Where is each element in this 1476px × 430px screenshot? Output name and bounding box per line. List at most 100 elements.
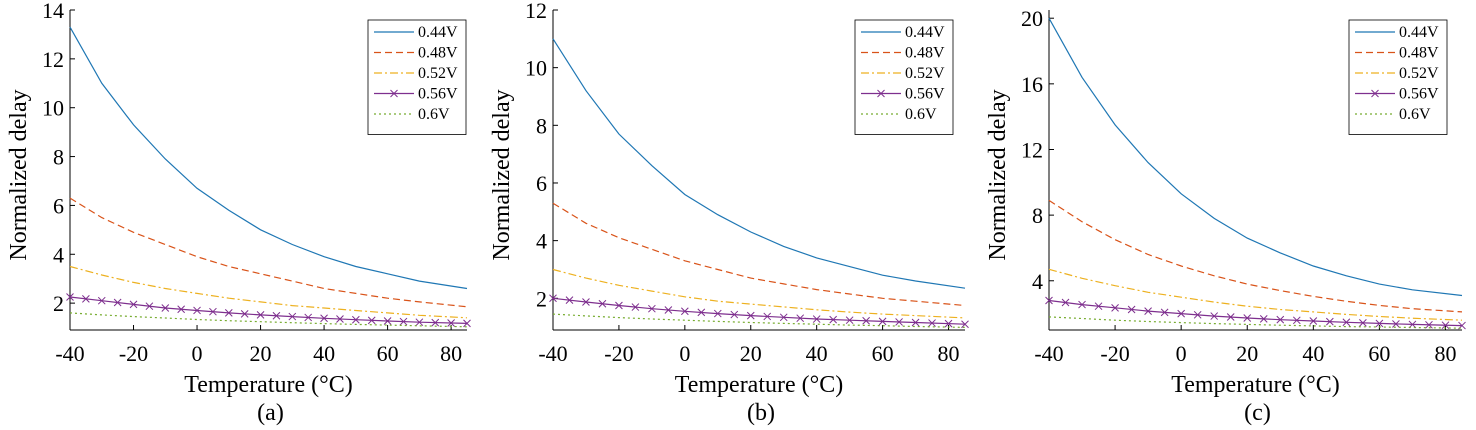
chart-panel-1: -40 -20 0 20 40 60 80 2 4 6 8 10 12 14 Temperature (°C… [6,0,471,426]
series-marker-0.56V [66,293,74,301]
series-marker-0.56V [763,312,772,321]
y-tick-label: 8 [53,145,64,170]
legend-box [1348,19,1448,135]
series-marker-0.56V [862,316,870,325]
series-marker-0.56V [1111,303,1119,312]
x-tick-label: -20 [604,341,633,366]
legend-label-0.52V: 0.52V [418,65,458,82]
y-tick-label: 12 [1021,137,1043,162]
legend-label-0.56V: 0.56V [1399,86,1439,103]
series-marker-0.56V [367,316,376,325]
x-tick-label: 20 [250,341,272,366]
series-marker-0.56V [1061,298,1070,307]
series-marker-0.56V [697,308,706,317]
series-marker-0.56V [463,319,471,328]
series-marker-0.56V [177,305,186,314]
series-line-0.6V [69,312,468,328]
series-marker-0.56V [961,320,969,329]
series-marker-0.56V [1193,310,1202,319]
y-axis-label: Normalized delay [985,89,1011,260]
series-marker-0.56V [1276,315,1285,324]
legend-marker-0.56V [1371,89,1379,98]
series-marker-0.56V [1078,300,1086,309]
series-marker-0.56V [1392,320,1400,328]
chart-panel-2: -40 -20 0 20 40 60 80 2 4 6 8 10 12 Temperature (°C) N… [489,0,969,426]
series-marker-0.56V [193,306,201,315]
series-marker-0.56V [1094,302,1103,311]
series-line-0.6V [552,313,966,328]
series-marker-0.56V [680,307,689,316]
y-axis-label: Normalized delay [6,89,32,260]
series-marker-0.56V [648,304,656,313]
x-axis-label: Temperature (°C) [184,372,353,398]
legend-box [367,19,467,135]
series-marker-0.56V [161,304,170,312]
x-tick-label: 60 [872,341,894,366]
series-marker-0.56V [256,311,265,319]
series-marker-0.56V [1210,312,1219,320]
x-tick-label: 0 [679,341,690,366]
x-axis-label: Temperature (°C) [1171,372,1340,398]
series-marker-0.56V [1309,317,1318,325]
series-marker-0.56V [1325,317,1334,326]
legend-label-0.6V: 0.6V [905,106,937,123]
x-tick-label: 20 [1236,341,1258,366]
series-marker-0.56V [97,296,106,305]
series-marker-0.56V [351,315,360,324]
legend: 0.44V 0.48V 0.52V 0.56V 0.6V [854,19,954,135]
series-marker-0.56V [272,311,281,320]
series-marker-0.56V [447,319,455,327]
series-marker-0.56V [1045,296,1053,305]
series-marker-0.56V [1243,314,1252,322]
series-marker-0.56V [796,314,805,323]
series-line-0.48V [552,202,966,307]
series-marker-0.56V [1177,309,1186,318]
legend: 0.44V 0.48V 0.52V 0.56V 0.6V [1348,19,1448,135]
y-tick-label: 10 [42,96,64,121]
series-marker-0.56V [1127,305,1136,314]
legend-marker-0.56V [390,89,398,98]
series-marker-0.56V [383,317,392,325]
legend-label-0.44V: 0.44V [1399,24,1439,41]
x-tick-label: -40 [55,341,84,366]
y-tick-label: 14 [42,0,64,23]
series-marker-0.56V [113,298,122,307]
legend-label-0.44V: 0.44V [418,24,458,41]
series-marker-0.56V [928,319,936,327]
panel-caption: (c) [1244,400,1271,426]
y-tick-label: 8 [536,113,547,138]
series-marker-0.56V [336,315,344,323]
series-marker-0.56V [730,310,739,319]
series-line-0.52V [69,265,468,319]
legend-label-0.44V: 0.44V [905,24,945,41]
series-marker-0.56V [240,310,249,318]
series-line-0.6V [1048,316,1463,329]
series-marker-0.56V [911,318,920,327]
series-marker-0.56V [746,311,755,320]
series-line-0.44V [69,26,468,290]
legend-label-0.52V: 0.52V [1399,65,1439,82]
x-tick-label: -40 [1034,341,1063,366]
y-tick-label: 12 [42,47,64,72]
series-marker-0.56V [664,306,673,314]
series-marker-0.56V [1160,308,1169,317]
series-marker-0.56V [1375,319,1384,328]
series-marker-0.56V [209,307,217,316]
legend-label-0.48V: 0.48V [1399,45,1439,62]
y-tick-label: 16 [1021,72,1043,97]
series-marker-0.56V [415,318,424,327]
legend-marker-0.56V [877,89,885,98]
x-tick-label: -20 [1100,341,1129,366]
legend-label-0.48V: 0.48V [905,45,945,62]
series-marker-0.56V [615,301,623,310]
series-line-0.56V [552,297,966,325]
legend-label-0.56V: 0.56V [905,86,945,103]
series-marker-0.56V [812,315,821,323]
x-tick-label: 40 [806,341,828,366]
x-tick-label: 80 [1434,341,1456,366]
series-marker-0.56V [598,299,607,308]
series-marker-0.56V [1425,320,1433,329]
series-marker-0.56V [878,317,887,326]
